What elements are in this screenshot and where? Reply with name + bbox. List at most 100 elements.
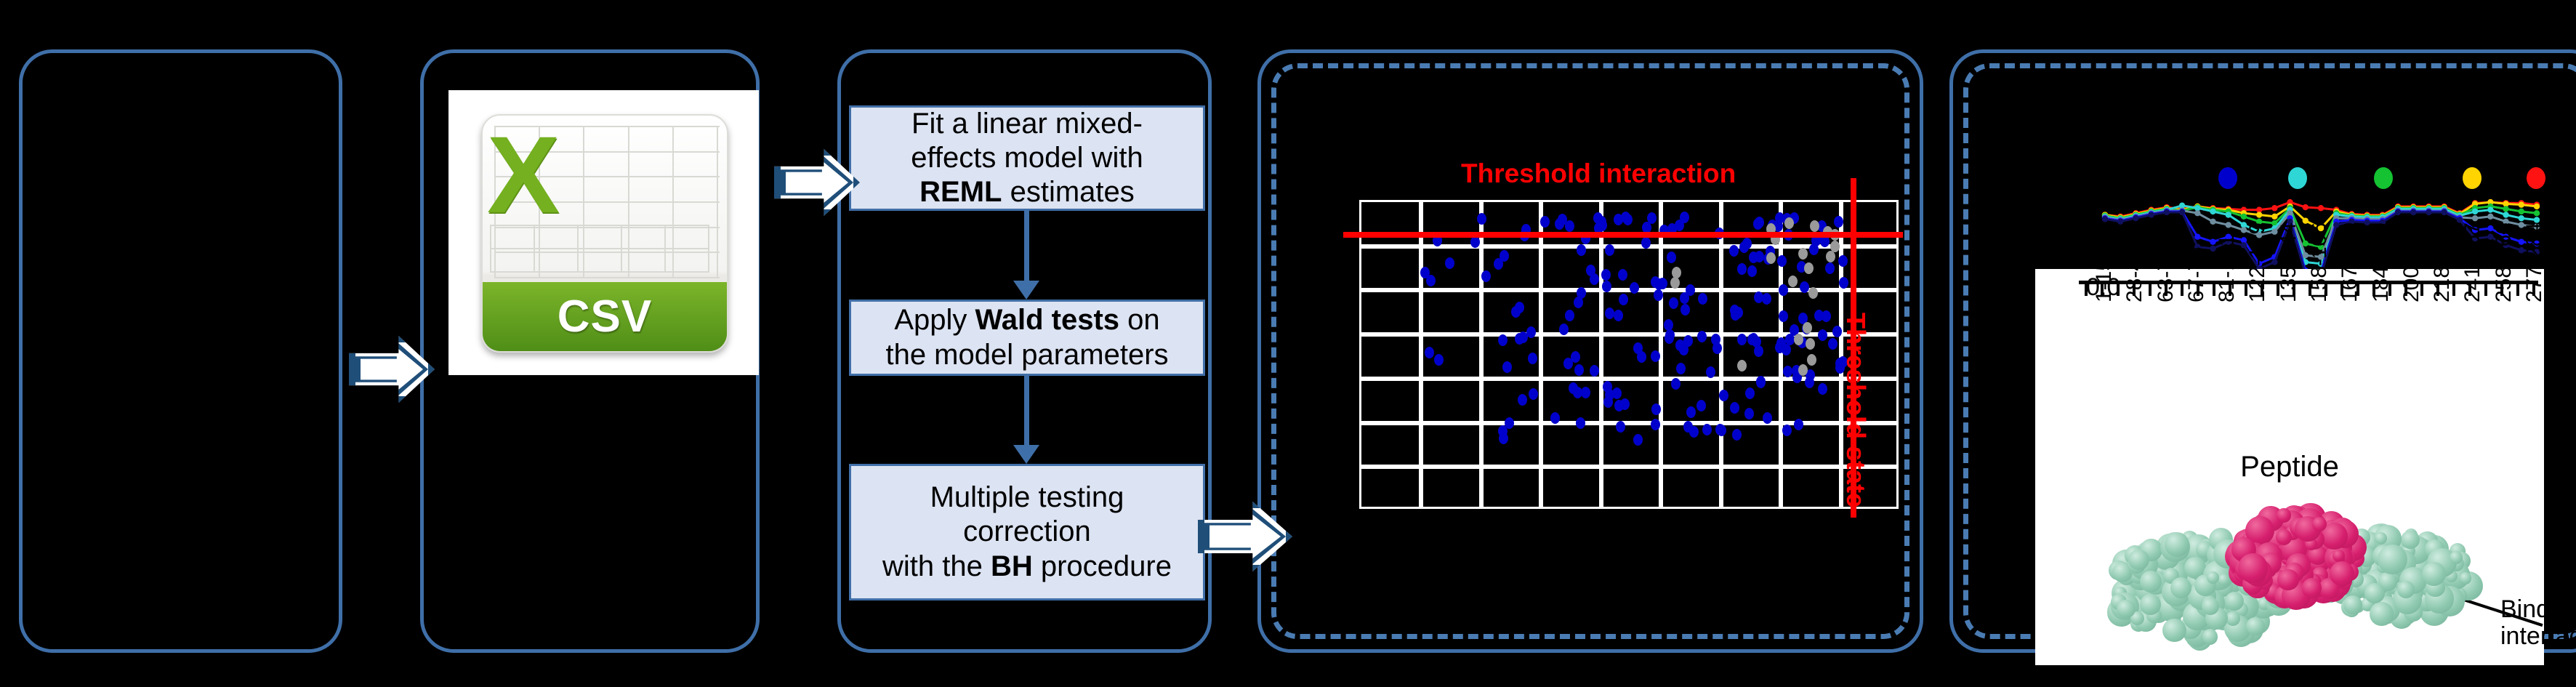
- scatter-point: [1685, 284, 1695, 296]
- excel-x-letter: X: [487, 114, 560, 236]
- series-point-slate: [2471, 214, 2479, 222]
- peptide-surface-blob: [2275, 529, 2293, 546]
- scatter-point: [1573, 387, 1583, 399]
- scatter-point: [1594, 222, 1604, 235]
- scatter-point: [1618, 294, 1628, 306]
- receptor-surface-blob: [2164, 531, 2189, 557]
- binding-interface-line2: interface: [2500, 622, 2576, 651]
- series-point-navy: [2133, 214, 2139, 222]
- legend-dot-series-yellow: [2463, 167, 2482, 189]
- receptor-surface-blob: [2377, 544, 2407, 574]
- peptide-tick-label: 63-73: [2153, 246, 2178, 302]
- scatter-gridline-h: [1359, 332, 1899, 337]
- receptor-surface-blob: [2170, 576, 2191, 598]
- scatter-point: [1717, 424, 1727, 436]
- scatter-point: [1426, 274, 1436, 286]
- binding-interface-label: Binding interface: [2500, 595, 2576, 651]
- series-point-blue: [2194, 233, 2201, 240]
- scatter-point: [1737, 263, 1747, 276]
- scatter-point: [1502, 361, 1513, 374]
- scatter-point: [1729, 401, 1739, 414]
- scatter-point: [1559, 323, 1569, 335]
- scatter-point: [1665, 329, 1675, 342]
- receptor-surface-blob: [2401, 531, 2420, 550]
- peptide-tick-label: 135-144: [2276, 222, 2301, 302]
- series-point-green: [2255, 218, 2263, 225]
- fit-model-box[interactable]: Fit a linear mixed- effects model with R…: [849, 105, 1205, 211]
- csv-label-band: CSV: [483, 282, 727, 351]
- series-point-slate: [2317, 254, 2325, 260]
- series-point-blue: [2240, 237, 2247, 244]
- peptide-surface-blob: [2277, 569, 2299, 591]
- reml-emphasis: REML: [919, 176, 1002, 209]
- receptor-surface-blob: [2343, 595, 2363, 615]
- scatter-point: [1604, 307, 1614, 319]
- scatter-point: [1615, 420, 1625, 433]
- series-point-green: [2317, 244, 2325, 250]
- scatter-point: [1817, 329, 1827, 342]
- scatter-frame: [1359, 200, 1899, 509]
- connector-arrowhead-1: [1013, 281, 1039, 300]
- scatter-point: [1555, 217, 1564, 230]
- series-point-blue: [2518, 238, 2524, 245]
- scatter-point: [1621, 212, 1631, 224]
- scatter-point: [1782, 366, 1792, 378]
- receptor-surface-blob: [2217, 573, 2230, 587]
- bh-correction-box[interactable]: Multiple testing correction with the BH …: [849, 464, 1205, 600]
- series-point-slate: [2194, 210, 2201, 217]
- bh-emphasis: BH: [990, 550, 1033, 582]
- scatter-point: [1499, 250, 1509, 262]
- receptor-surface-blob: [2374, 531, 2388, 545]
- scatter-point: [1667, 251, 1677, 263]
- scatter-point: [1839, 277, 1849, 289]
- scatter-point: [1833, 216, 1843, 228]
- series-point-cyan: [2225, 212, 2231, 218]
- peptide-tick-label: 258-266: [2491, 222, 2516, 302]
- receptor-surface-blob: [2140, 594, 2161, 615]
- receptor-surface-blob: [2459, 571, 2472, 584]
- scatter-point: [1653, 289, 1663, 302]
- series-point-cyan: [2533, 217, 2540, 223]
- series-point-navy: [2210, 245, 2216, 252]
- series-point-navy: [2240, 242, 2247, 249]
- scatter-point: [1762, 292, 1772, 305]
- scatter-point: [1613, 214, 1623, 226]
- series-point-green: [2518, 208, 2524, 215]
- wald-emphasis: Wald tests: [975, 304, 1120, 337]
- series-point-yellow: [2471, 201, 2479, 207]
- peptide-surface-blob: [2332, 549, 2345, 562]
- receptor-surface-blob: [2162, 618, 2186, 642]
- scatter-point: [1663, 318, 1673, 331]
- scatter-point: [1650, 419, 1660, 431]
- receptor-surface-blob: [2225, 591, 2244, 611]
- scatter-point: [1477, 213, 1487, 225]
- scatter-point: [1493, 257, 1503, 270]
- scatter-point: [1444, 257, 1454, 269]
- scatter-point: [1570, 351, 1580, 363]
- legend-dot-series-red: [2527, 167, 2545, 189]
- scatter-point-nonsignificant: [1803, 322, 1812, 334]
- scatter-gridline-v: [1539, 200, 1544, 509]
- scatter-point: [1805, 369, 1815, 382]
- scatter-point: [1763, 412, 1773, 425]
- scatter-point-nonsignificant: [1826, 251, 1835, 262]
- scatter-point: [1679, 343, 1689, 355]
- series-point-green: [2302, 240, 2309, 247]
- scatter-gridline-v: [1419, 200, 1424, 509]
- series-point-navy: [2487, 233, 2494, 240]
- csv-file-icon: X CSV: [481, 114, 728, 353]
- scatter-gridline-v: [1718, 200, 1723, 509]
- wald-tests-box[interactable]: Apply Wald tests on the model parameters: [849, 300, 1205, 376]
- receptor-surface-blob: [2364, 582, 2385, 603]
- series-point-red: [2255, 206, 2263, 213]
- scatter-point: [1744, 387, 1755, 400]
- scatter-point-nonsignificant: [1808, 287, 1818, 299]
- series-point-navy: [2194, 244, 2201, 250]
- scatter-point: [1838, 254, 1848, 267]
- scatter-point: [1498, 425, 1508, 437]
- series-point-cyan: [2518, 214, 2524, 222]
- scatter-gridline-v: [1779, 200, 1784, 509]
- peptide-tick-labels: 1-15 28-44 63-73 67-75 81-101 122-129 135-144 1…: [2079, 222, 2546, 438]
- series-point-navy: [2503, 242, 2509, 249]
- scatter-point: [1744, 407, 1754, 419]
